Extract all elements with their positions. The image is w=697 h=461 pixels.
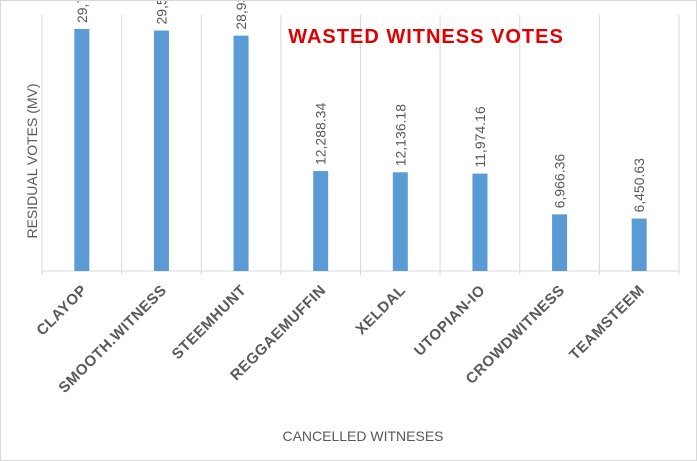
chart-title: WASTED WITNESS VOTES (288, 26, 564, 48)
bar-smooth-witness (153, 30, 169, 271)
data-label: 6,966.36 (552, 154, 568, 209)
bar-reggaemuffin (313, 171, 329, 271)
bar-utopian-io (472, 173, 488, 271)
bar-clayop (74, 29, 90, 271)
gridlines (41, 15, 680, 275)
data-label: 28,935.21 (233, 1, 249, 30)
category-label: TEAMSTEEM (566, 282, 648, 364)
bar-steemhunt (233, 35, 249, 271)
data-label: 11,974.16 (472, 106, 488, 167)
bar-xeldal (392, 172, 408, 271)
data-label: 12,136.18 (392, 104, 408, 166)
y-axis-title: RESIDUAL VOTES (MV) (24, 83, 40, 238)
category-label: STEEMHUNT (169, 282, 250, 363)
category-labels: CLAYOPSMOOTH.WITNESSSTEEMHUNTREGGAEMUFFI… (33, 282, 648, 397)
bar-crowdwitness (552, 214, 568, 271)
category-label: UTOPIAN-IO (411, 282, 489, 360)
data-label: 6,450.63 (631, 158, 647, 213)
x-axis-title: CANCELLED WITNESES (282, 428, 443, 444)
category-label: XELDAL (353, 282, 410, 339)
data-label: 29,752.35 (74, 1, 90, 23)
category-label: CLAYOP (33, 282, 90, 339)
data-label: 12,288.34 (313, 103, 329, 165)
data-labels: 29,752.35 29,564.86 28,935.21 12,288.34 12,1… (74, 1, 647, 213)
data-label: 29,564.86 (153, 1, 169, 25)
bars (74, 29, 647, 271)
bar-teamsteem (631, 218, 647, 271)
